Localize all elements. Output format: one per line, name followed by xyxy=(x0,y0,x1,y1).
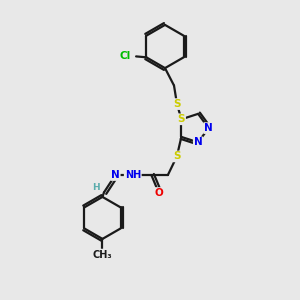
Text: NH: NH xyxy=(124,170,141,180)
Text: N: N xyxy=(194,137,203,147)
Text: S: S xyxy=(173,99,181,109)
Text: N: N xyxy=(111,170,120,180)
Text: O: O xyxy=(154,188,163,198)
Text: S: S xyxy=(178,114,185,124)
Text: CH₃: CH₃ xyxy=(93,250,112,260)
Text: N: N xyxy=(204,123,213,133)
Text: H: H xyxy=(92,182,99,191)
Text: Cl: Cl xyxy=(119,51,130,61)
Text: S: S xyxy=(173,152,181,161)
